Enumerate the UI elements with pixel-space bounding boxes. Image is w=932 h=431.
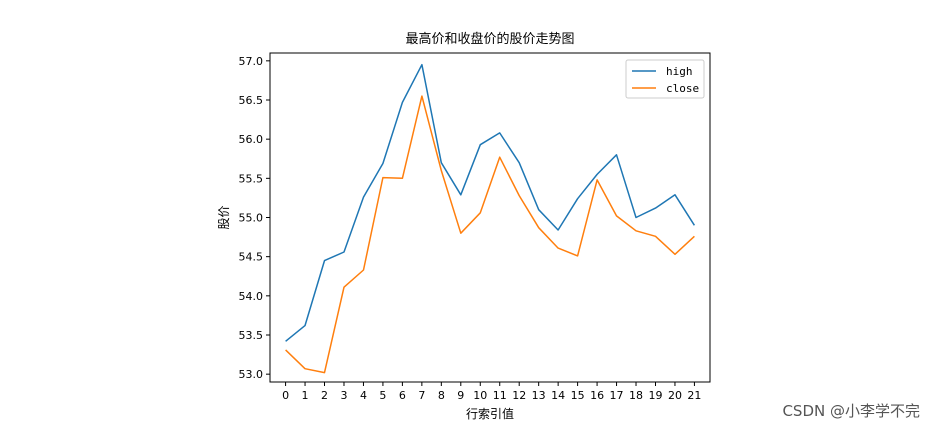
y-tick-label: 53.5 [239,329,264,342]
y-tick-label: 57.0 [239,55,264,68]
x-tick-label: 18 [629,389,643,402]
x-tick-label: 21 [687,389,701,402]
legend-label-close: close [666,82,699,95]
x-tick-label: 19 [648,389,662,402]
x-tick-label: 20 [668,389,682,402]
x-tick-label: 16 [590,389,604,402]
x-tick-label: 10 [473,389,487,402]
x-tick-label: 9 [457,389,464,402]
plot-area: 0 1 2 3 4 5 6 7 8 9 10 11 12 13 14 15 16 17 18 19 20 2153.053… [239,52,711,402]
y-tick-label: 53.0 [239,368,264,381]
watermark: CSDN @小李学不完 [782,402,920,420]
x-tick-label: 15 [571,389,585,402]
x-tick-label: 4 [360,389,367,402]
legend-label-high: high [666,65,693,78]
y-tick-label: 55.0 [239,212,264,225]
x-tick-label: 6 [399,389,406,402]
x-tick-label: 17 [610,389,624,402]
x-tick-label: 1 [302,389,309,402]
y-tick-label: 54.0 [239,290,264,303]
x-tick-label: 12 [512,389,526,402]
x-tick-label: 13 [532,389,546,402]
x-tick-label: 2 [321,389,328,402]
x-tick-label: 11 [493,389,507,402]
series-line-high [285,63,696,342]
y-tick-label: 55.5 [239,172,264,185]
chart-title: 最高价和收盘价的股价走势图 [405,31,574,47]
x-tick-label: 14 [551,389,565,402]
x-axis-label: 行索引值 [466,406,514,421]
y-tick-label: 56.0 [239,133,264,146]
x-tick-label: 0 [282,389,289,402]
x-tick-label: 5 [379,389,386,402]
y-axis-label: 股价 [217,205,231,229]
y-tick-label: 54.5 [239,251,264,264]
legend: high close [625,59,705,99]
series-line-close [285,95,695,374]
x-tick-label: 8 [438,389,445,402]
y-tick-label: 56.5 [239,94,264,107]
plot-frame [269,52,711,383]
x-tick-label: 7 [418,389,425,402]
x-tick-label: 3 [340,389,347,402]
